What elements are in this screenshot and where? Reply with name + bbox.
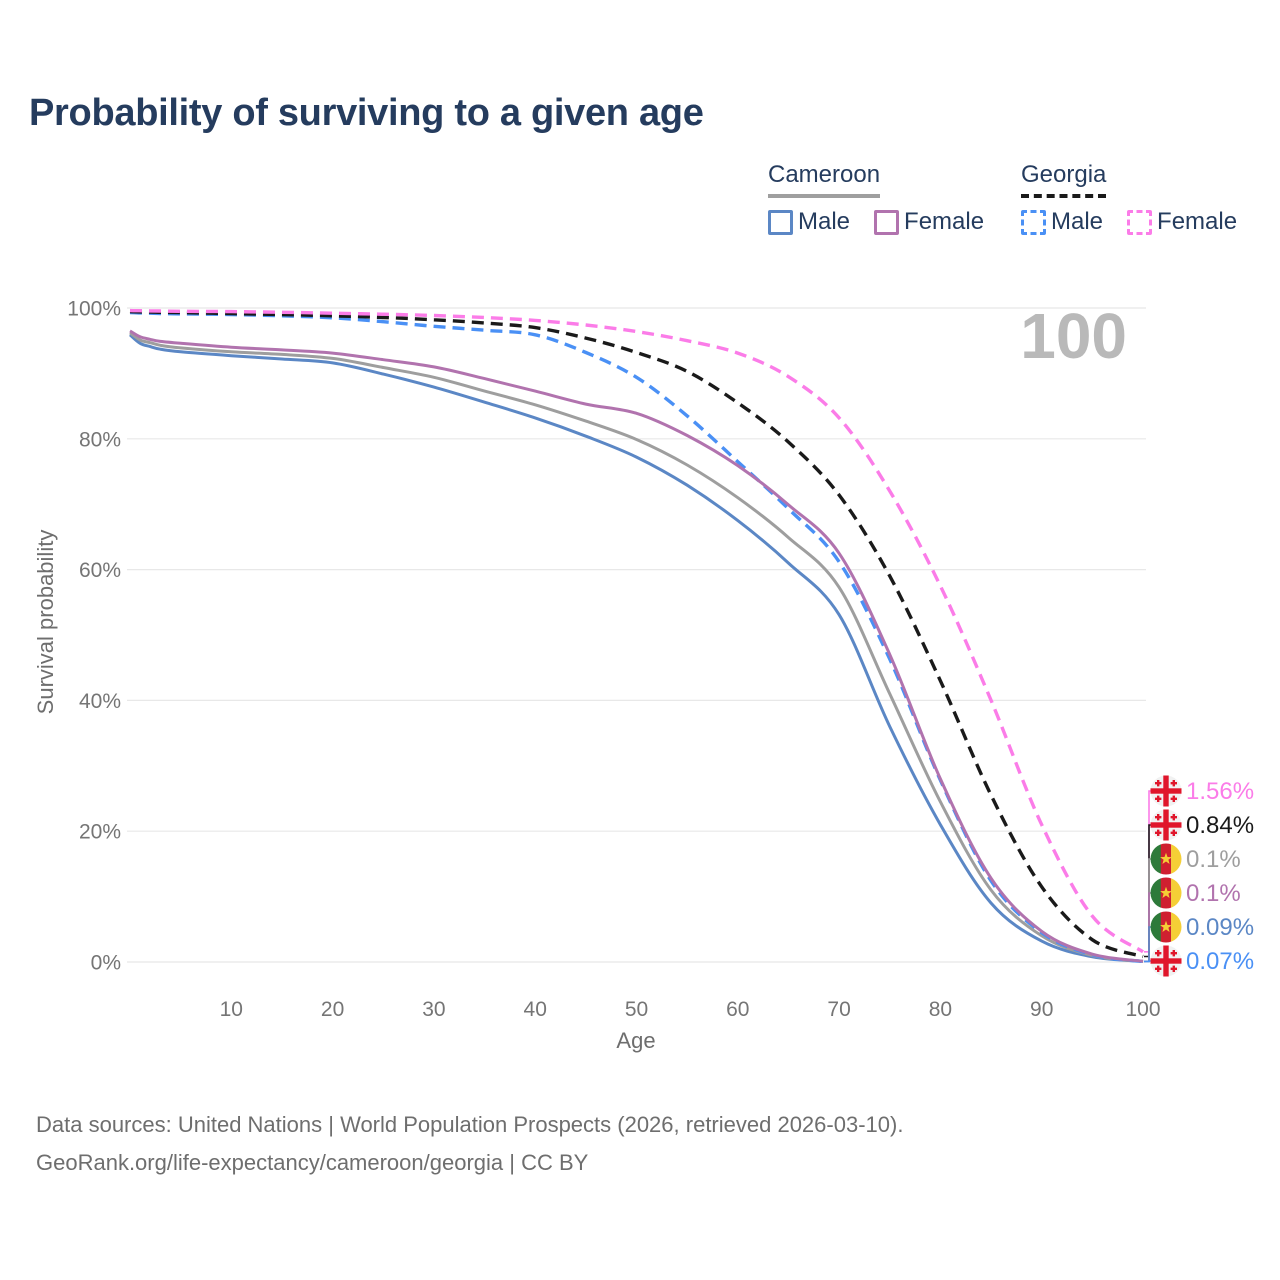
end-label-layer: 1.56% 0.84% 0.1% 0.1% 0.09% 0.07% (1144, 775, 1254, 977)
footer: Data sources: United Nations | World Pop… (36, 1106, 903, 1183)
y-tick-label: 40% (79, 690, 121, 713)
legend-item-cameroon-female[interactable]: Female (874, 208, 984, 236)
series-line-georgia-female (129, 308, 1144, 954)
legend-item-cameroon-male[interactable]: Male (768, 208, 850, 236)
x-tick-label: 50 (625, 998, 648, 1021)
y-tick-label: 100% (67, 298, 121, 321)
age-watermark: 100 (1020, 300, 1127, 372)
series-line-cameroon-female (129, 329, 1144, 963)
legend-swatch-cameroon-female-icon (874, 209, 900, 235)
attribution-line: GeoRank.org/life-expectancy/cameroon/geo… (36, 1150, 589, 1176)
y-axis-title: Survival probability (33, 529, 58, 715)
series-layer (129, 308, 1144, 964)
end-label-value: 0.1% (1186, 880, 1241, 907)
legend-row-georgia: Male Female (1021, 208, 1237, 236)
end-label-value: 0.07% (1186, 948, 1254, 975)
georgia-flag-icon (1150, 775, 1182, 807)
x-tick-label: 60 (726, 998, 749, 1021)
x-tick-label: 80 (929, 998, 952, 1021)
end-label-value: 1.56% (1186, 778, 1254, 805)
legend-item-label: Male (1051, 208, 1104, 235)
legend-group-cameroon: Cameroon Male Female (768, 161, 984, 236)
series-line-cameroon-average (129, 331, 1144, 963)
legend-country-label-cameroon: Cameroon (768, 161, 881, 198)
legend-swatch-georgia-female-icon (1127, 209, 1153, 235)
legend-swatch-georgia-male-icon (1021, 209, 1046, 235)
x-tick-label: 90 (1030, 998, 1053, 1021)
x-tick-label: 30 (422, 998, 445, 1021)
y-tick-label: 20% (79, 821, 121, 844)
legend-item-label: Female (904, 208, 985, 235)
legend-swatch-cameroon-male-icon (768, 209, 793, 235)
end-label-value: 0.1% (1186, 846, 1241, 873)
end-label-value: 0.09% (1186, 914, 1254, 941)
y-tick-label: 80% (79, 428, 121, 451)
x-axis-title: Age (616, 1028, 656, 1053)
x-tick-label: 20 (321, 998, 344, 1021)
cameroon-flag-icon (1150, 877, 1182, 909)
y-tick-label: 0% (91, 952, 121, 975)
x-tick-label: 100 (1125, 998, 1160, 1021)
legend-row-cameroon: Male Female (768, 208, 984, 236)
legend-group-georgia: Georgia Male Female (1021, 161, 1237, 236)
grid-layer: 0% 20% 40% 60% 80% 100% 10 20 30 40 50 60 70 80 90 100 (67, 298, 1160, 1022)
georgia-flag-icon (1150, 809, 1182, 841)
y-tick-label: 60% (79, 559, 121, 582)
series-line-georgia-male (129, 310, 1144, 964)
end-label-connector (1144, 858, 1152, 963)
georgia-flag-icon (1150, 945, 1182, 977)
data-sources-line: Data sources: United Nations | World Pop… (36, 1112, 904, 1137)
cameroon-flag-icon (1150, 843, 1182, 875)
legend-item-label: Female (1157, 208, 1238, 235)
legend-country-label-georgia: Georgia (1021, 161, 1107, 198)
x-tick-label: 70 (827, 998, 850, 1021)
legend-item-label: Male (798, 208, 851, 235)
series-line-georgia-average (129, 309, 1144, 959)
page-title: Probability of surviving to a given age (29, 92, 704, 134)
x-tick-label: 40 (524, 998, 547, 1021)
end-label-value: 0.84% (1186, 812, 1254, 839)
series-line-cameroon-male (129, 333, 1144, 963)
legend-item-georgia-female[interactable]: Female (1127, 208, 1237, 236)
cameroon-flag-icon (1150, 911, 1182, 943)
legend-item-georgia-male[interactable]: Male (1021, 208, 1103, 236)
x-tick-label: 10 (220, 998, 243, 1021)
